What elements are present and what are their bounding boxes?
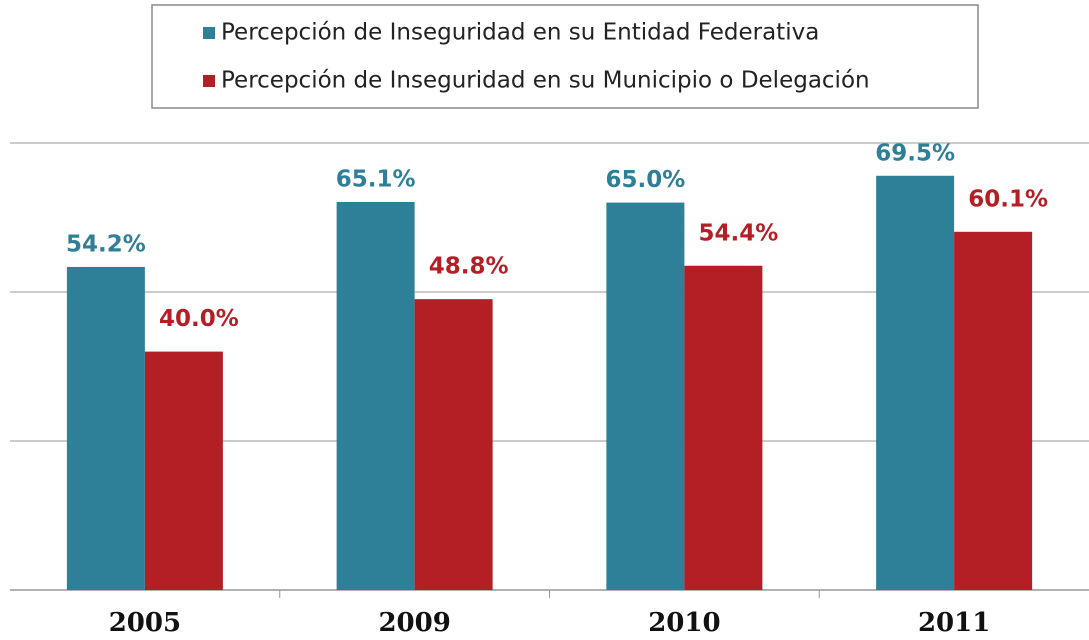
x-tick-label: 2010: [648, 608, 720, 638]
bar: [876, 175, 955, 590]
bar: [336, 202, 415, 590]
value-label: 40.0%: [159, 306, 239, 332]
bar: [414, 299, 493, 590]
bar: [684, 265, 763, 590]
legend-label: Percepción de Inseguridad en su Entidad …: [221, 20, 819, 46]
bar: [144, 351, 223, 590]
bar: [954, 231, 1033, 590]
x-tick-label: 2011: [918, 608, 990, 638]
value-label: 48.8%: [429, 254, 509, 280]
value-label: 65.0%: [605, 167, 685, 193]
legend-swatch: [203, 27, 215, 39]
bar: [606, 202, 685, 590]
legend-swatch: [203, 75, 215, 87]
legend-box: [151, 4, 979, 109]
legend-label: Percepción de Inseguridad en su Municipi…: [221, 68, 870, 94]
bar: [66, 266, 145, 590]
value-label: 60.1%: [968, 186, 1048, 212]
x-tick-label: 2005: [109, 608, 181, 638]
value-label: 69.5%: [875, 140, 955, 166]
x-tick-label: 2009: [378, 608, 450, 638]
value-label: 54.2%: [66, 231, 146, 257]
value-label: 54.4%: [698, 220, 778, 246]
value-label: 65.1%: [336, 167, 416, 193]
